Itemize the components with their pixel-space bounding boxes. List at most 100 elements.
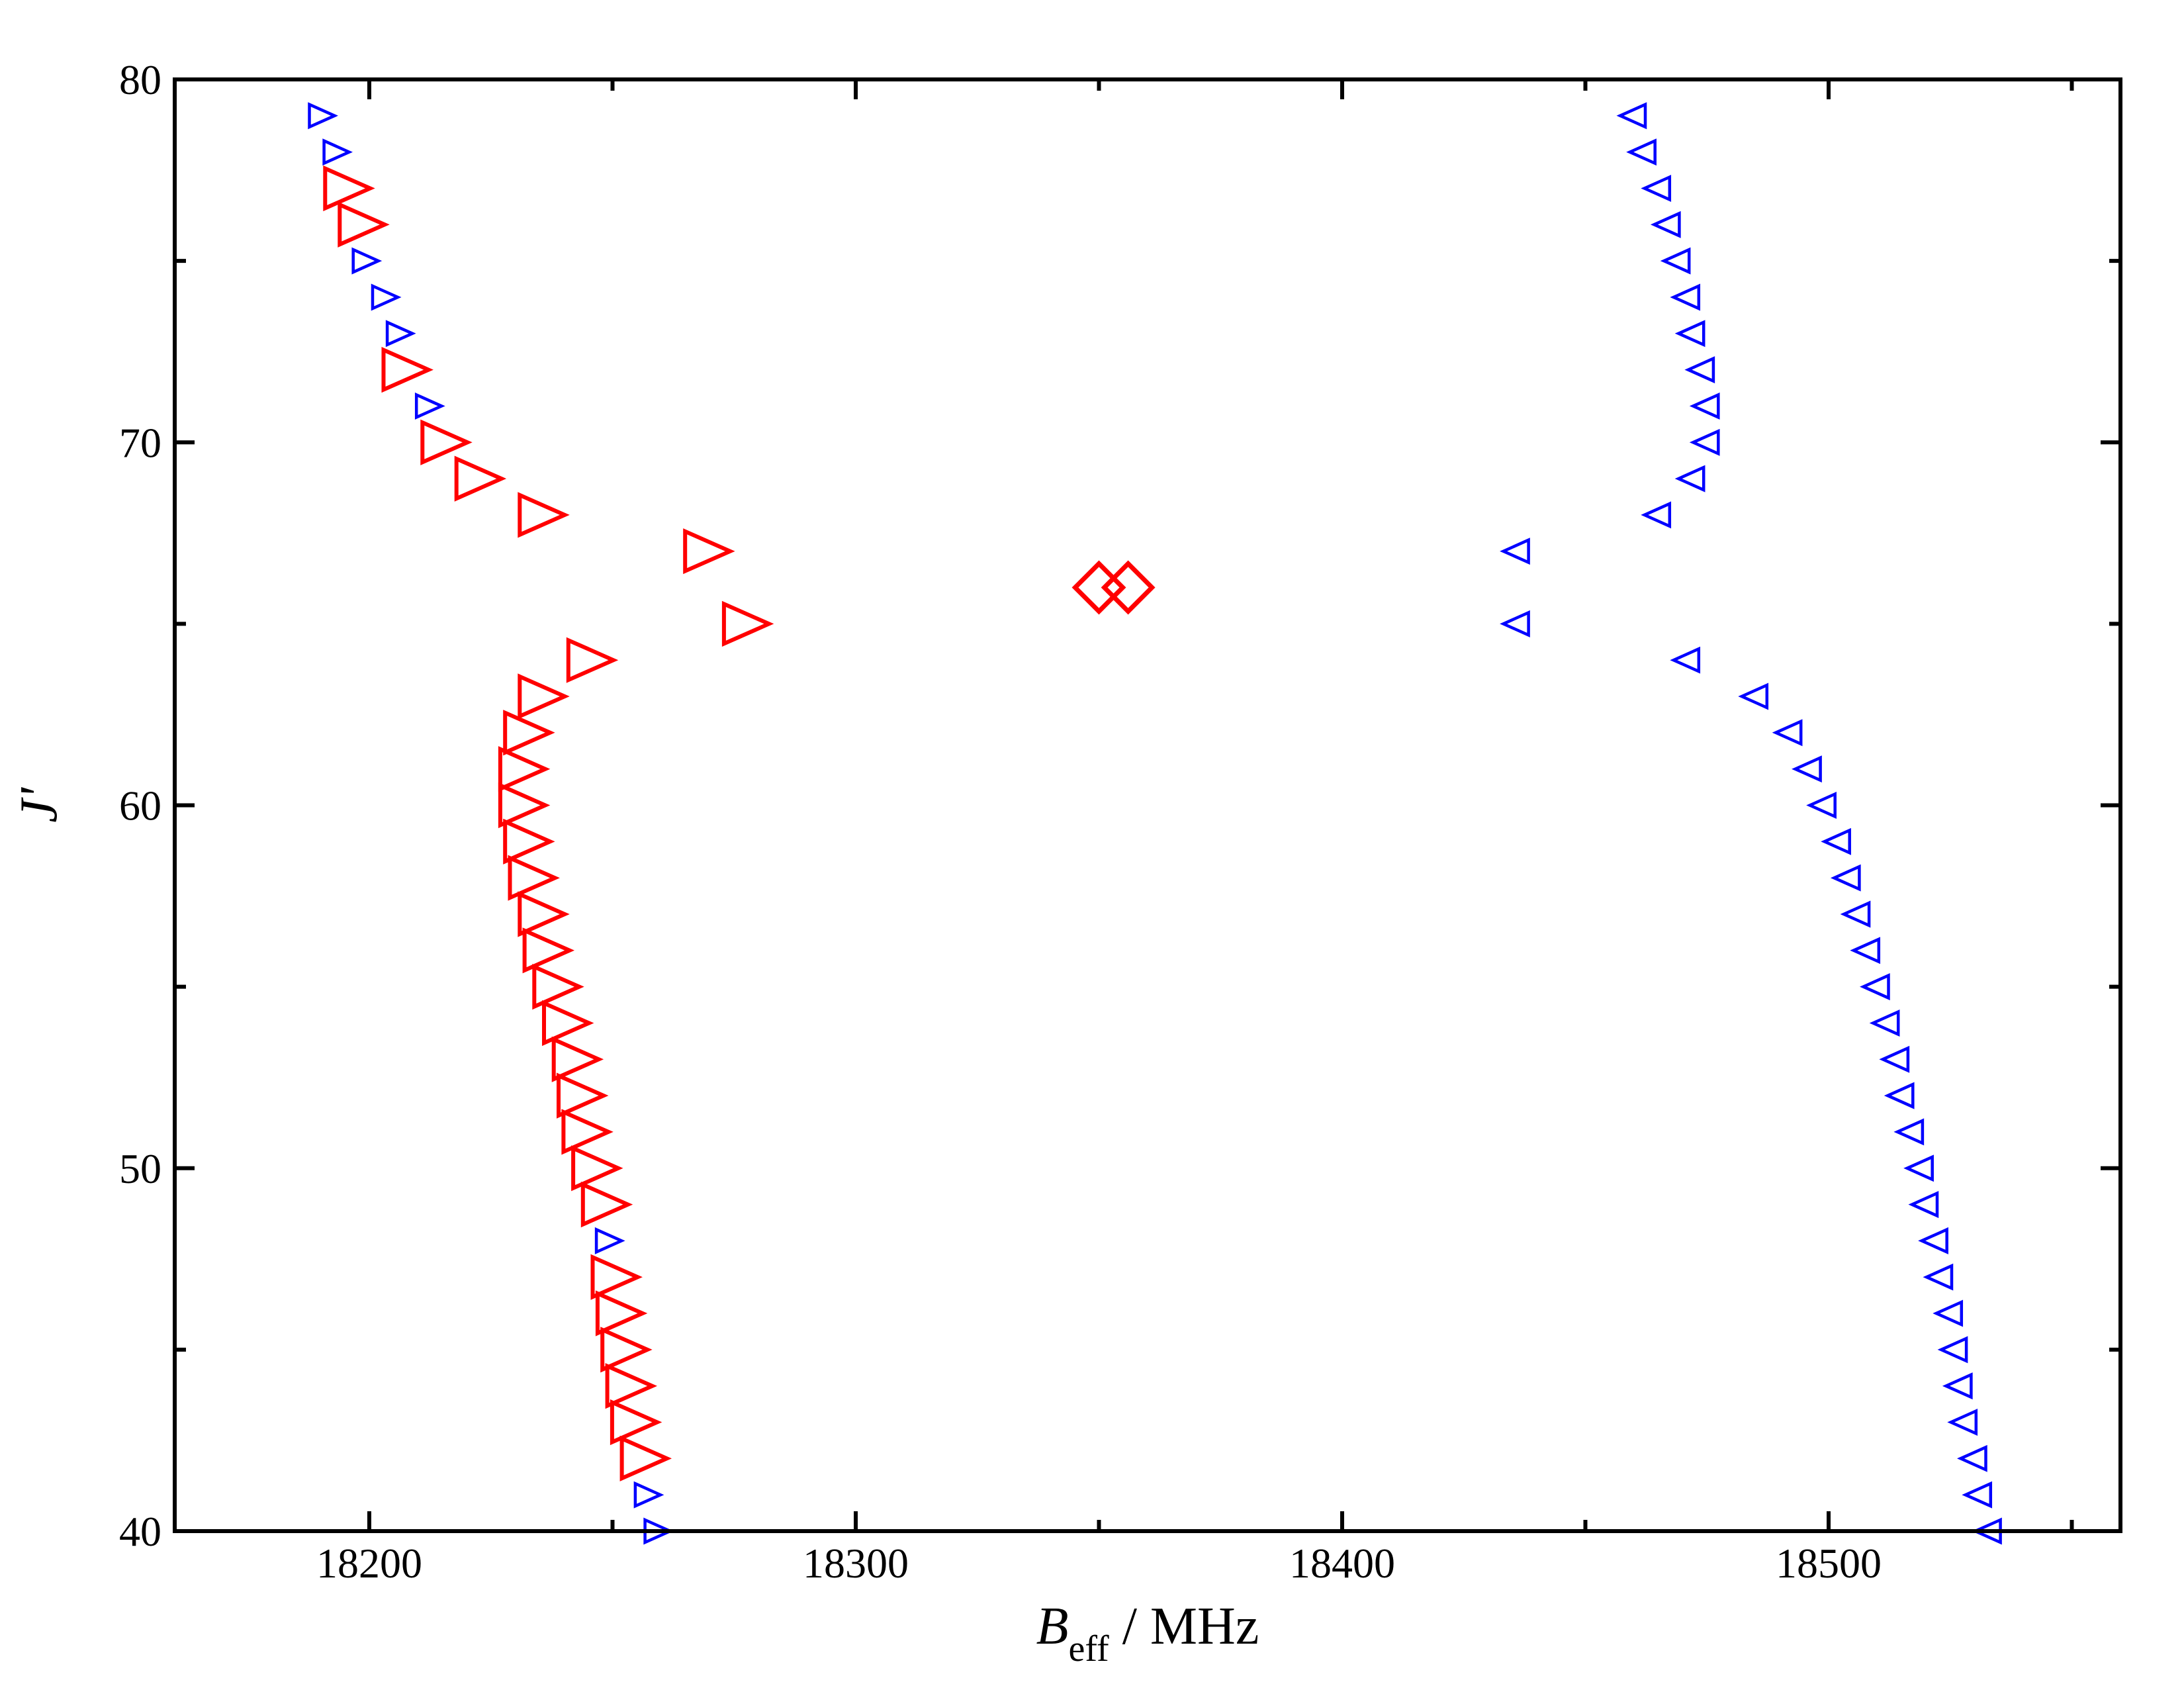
triangle-left-small-marker xyxy=(1840,900,1871,928)
triangle-right-large-marker xyxy=(571,1145,623,1192)
y-tick-label: 80 xyxy=(119,56,161,103)
triangle-right-small-marker xyxy=(414,392,445,420)
triangle-right-large-marker xyxy=(566,637,619,683)
triangle-right-large-marker xyxy=(551,1036,604,1082)
x-tick-label: 18400 xyxy=(1289,1540,1395,1587)
triangle-left-small-marker xyxy=(1689,428,1720,456)
triangle-left-small-marker xyxy=(1903,1154,1934,1182)
triangle-right-small-marker xyxy=(594,1227,625,1254)
triangle-right-small-marker xyxy=(371,283,402,311)
series-red-large-right-triangles xyxy=(323,165,774,1481)
triangle-left-small-marker xyxy=(1641,175,1672,202)
triangle-right-large-marker xyxy=(600,1327,653,1373)
triangle-left-small-marker xyxy=(1830,864,1861,892)
triangle-left-small-marker xyxy=(1674,320,1706,348)
triangle-left-small-marker xyxy=(1918,1227,1948,1254)
triangle-left-small-marker xyxy=(1937,1336,1968,1364)
triangle-right-large-marker xyxy=(721,600,774,647)
triangle-left-small-marker xyxy=(1500,610,1530,637)
diamond-marker xyxy=(1071,560,1126,615)
triangle-right-large-marker xyxy=(605,1363,658,1409)
triangle-left-small-marker xyxy=(1792,755,1822,783)
triangle-right-large-marker xyxy=(557,1072,609,1119)
triangle-left-small-marker xyxy=(1908,1191,1939,1219)
triangle-left-small-marker xyxy=(1884,1082,1915,1109)
triangle-right-large-marker xyxy=(338,201,390,248)
y-tick-label: 50 xyxy=(119,1145,161,1192)
triangle-right-small-marker xyxy=(633,1481,664,1509)
minor-ticks xyxy=(175,79,2120,1531)
y-axis-label: J' xyxy=(10,786,68,823)
x-axis-label: Beff / MHz xyxy=(1036,1597,1259,1669)
triangle-right-large-marker xyxy=(503,710,555,756)
triangle-right-large-marker xyxy=(610,1399,662,1446)
y-tick-label: 40 xyxy=(119,1508,161,1555)
triangle-left-small-marker xyxy=(1626,138,1657,166)
series-blue-small-right-triangles xyxy=(308,102,674,1545)
y-tick-labels: 40 50 60 70 80 xyxy=(119,56,161,1555)
plot-frame xyxy=(173,77,2122,1533)
triangle-left-small-marker xyxy=(1821,827,1851,855)
x-tick-label: 18500 xyxy=(1776,1540,1882,1587)
x-axis-label-subscript: eff xyxy=(1069,1628,1109,1669)
triangle-right-large-marker xyxy=(498,746,551,792)
diamond-marker xyxy=(1101,560,1156,615)
triangle-left-small-marker xyxy=(1689,392,1720,420)
triangle-left-small-marker xyxy=(1806,792,1837,819)
triangle-right-small-marker xyxy=(308,102,339,130)
triangle-left-small-marker xyxy=(1660,247,1691,275)
triangle-right-large-marker xyxy=(508,855,560,901)
triangle-right-large-marker xyxy=(595,1290,648,1336)
series-blue-small-left-triangles xyxy=(1500,102,2002,1545)
triangle-left-small-marker xyxy=(1859,973,1890,1001)
x-tick-labels: 18200 18300 18400 18500 xyxy=(316,1540,1882,1587)
triangle-left-small-marker xyxy=(1650,211,1681,238)
x-tick-label: 18300 xyxy=(803,1540,909,1587)
triangle-left-small-marker xyxy=(1738,682,1769,710)
data-markers xyxy=(308,102,2002,1545)
triangle-right-large-marker xyxy=(518,891,570,937)
triangle-left-small-marker xyxy=(1879,1045,1910,1073)
triangle-left-small-marker xyxy=(1616,102,1647,130)
triangle-left-small-marker xyxy=(1772,719,1803,747)
series-red-diamonds xyxy=(1071,560,1156,615)
x-axis-label-main: B xyxy=(1036,1597,1069,1656)
triangle-right-large-marker xyxy=(580,1181,633,1228)
triangle-left-small-marker xyxy=(1674,465,1706,492)
triangle-left-small-marker xyxy=(1641,501,1672,529)
triangle-left-small-marker xyxy=(1869,1009,1900,1037)
triangle-left-small-marker xyxy=(1500,538,1530,565)
triangle-left-small-marker xyxy=(1893,1118,1925,1146)
major-ticks xyxy=(175,77,2120,1533)
triangle-left-small-marker xyxy=(1923,1263,1954,1291)
triangle-right-large-marker xyxy=(619,1435,672,1481)
y-tick-label: 70 xyxy=(119,419,161,466)
triangle-right-small-marker xyxy=(385,320,416,348)
triangle-right-large-marker xyxy=(532,963,584,1010)
triangle-right-small-marker xyxy=(351,247,383,275)
x-axis-label-unit: / MHz xyxy=(1109,1597,1259,1656)
y-tick-label: 60 xyxy=(119,782,161,829)
triangle-right-large-marker xyxy=(503,818,555,865)
triangle-right-large-marker xyxy=(381,346,433,393)
triangle-right-large-marker xyxy=(518,492,570,538)
triangle-left-small-marker xyxy=(1956,1444,1987,1472)
triangle-left-small-marker xyxy=(1942,1372,1973,1400)
triangle-right-large-marker xyxy=(498,782,551,829)
triangle-left-small-marker xyxy=(1670,283,1701,311)
x-tick-label: 18200 xyxy=(316,1540,422,1587)
triangle-left-small-marker xyxy=(1947,1409,1978,1436)
triangle-right-large-marker xyxy=(518,673,570,720)
triangle-left-small-marker xyxy=(1670,646,1701,674)
triangle-right-large-marker xyxy=(683,528,735,575)
triangle-right-large-marker xyxy=(561,1109,614,1155)
triangle-right-large-marker xyxy=(420,419,473,465)
triangle-right-large-marker xyxy=(323,165,375,212)
triangle-right-large-marker xyxy=(454,455,507,502)
triangle-right-large-marker xyxy=(542,1000,594,1047)
triangle-right-large-marker xyxy=(590,1254,643,1300)
triangle-left-small-marker xyxy=(1850,937,1881,964)
triangle-right-small-marker xyxy=(322,138,353,166)
triangle-left-small-marker xyxy=(1684,356,1715,384)
